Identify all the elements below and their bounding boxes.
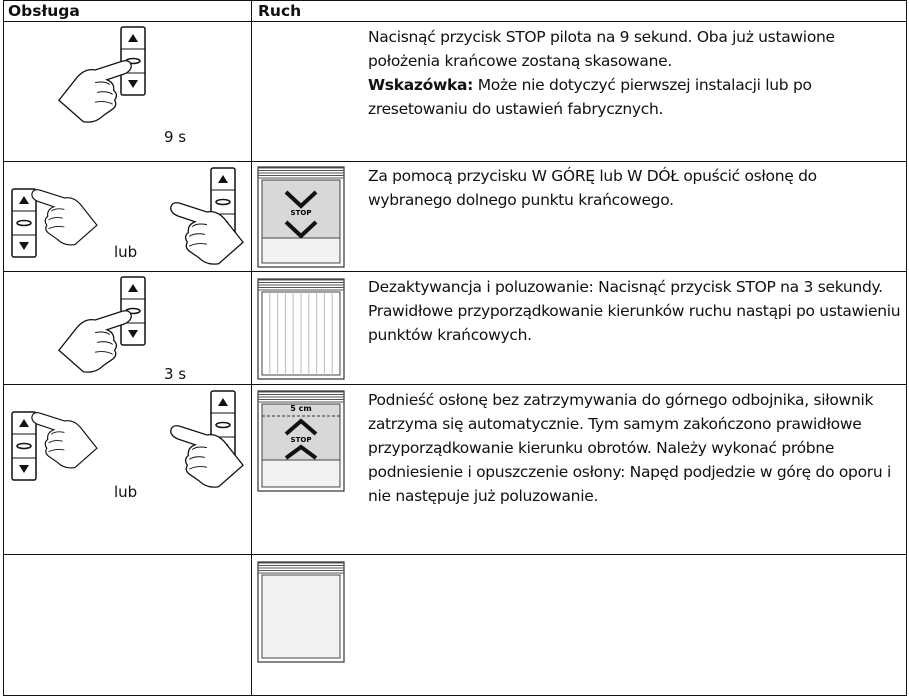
control-label: 9 s [164, 128, 187, 146]
distance-label: 5 cm [290, 404, 311, 413]
text: Nacisnąć przycisk STOP pilota na 9 sekun… [368, 28, 835, 70]
hand [31, 189, 98, 246]
note-label: Wskazówka: [368, 76, 474, 94]
shade-cloth [261, 403, 341, 461]
arrow [284, 190, 318, 209]
shade-inner [261, 574, 341, 659]
description: Dezaktywancja i poluzowanie: Nacisnąć pr… [368, 278, 901, 344]
header-cell: Ruch [258, 2, 302, 20]
remote [11, 188, 37, 258]
hand [31, 412, 98, 469]
note-text: Może nie dotyczyć pierwszej instalacji l… [368, 76, 812, 118]
stop-label: STOP [291, 209, 312, 217]
arrow [284, 418, 318, 436]
control-label: 3 s [164, 365, 187, 383]
remote [11, 411, 37, 481]
arrow [284, 220, 318, 239]
control-label: lub [114, 483, 138, 501]
description: Za pomocą przycisku W GÓRĘ lub W DÓŁ opu… [368, 167, 817, 209]
description: Podnieść osłonę bez zatrzymywania do gór… [368, 391, 892, 505]
shade-cloth [261, 179, 341, 239]
arrow [284, 444, 318, 460]
description: Nacisnąć przycisk STOP pilota na 9 sekun… [368, 25, 902, 121]
stop-label: STOP [291, 436, 312, 444]
control-label: lub [114, 243, 138, 261]
header-cell: Obsługa [8, 2, 80, 20]
